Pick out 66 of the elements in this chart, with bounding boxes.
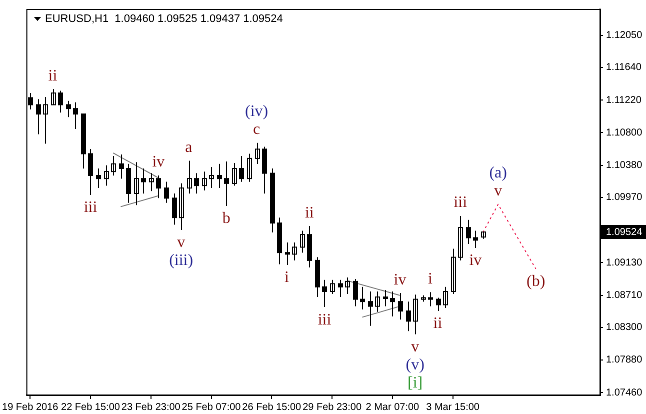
annotation: iii bbox=[454, 194, 468, 212]
candlestick bbox=[43, 96, 48, 144]
x-tick-label: 3 Mar 15:00 bbox=[426, 402, 480, 413]
candlestick bbox=[375, 290, 380, 312]
y-tick-label: 1.07880 bbox=[606, 354, 643, 366]
candlestick bbox=[458, 216, 463, 261]
annotation: c bbox=[253, 121, 260, 138]
annotation: (iv) bbox=[245, 103, 268, 120]
y-tick-label: 1.09970 bbox=[606, 192, 643, 204]
annotation: v bbox=[494, 182, 502, 200]
y-tick-label: 1.09130 bbox=[606, 257, 643, 268]
annotation: ii bbox=[304, 204, 314, 222]
y-tick-label: 1.12050 bbox=[606, 30, 643, 42]
x-tick-label: 2 Mar 07:00 bbox=[366, 402, 420, 413]
candlestick bbox=[443, 286, 448, 308]
candlestick bbox=[187, 160, 192, 194]
x-tick-label: 22 Feb 15:00 bbox=[61, 402, 120, 413]
candlestick bbox=[149, 172, 154, 192]
candlestick bbox=[209, 166, 214, 188]
candlestick bbox=[292, 242, 297, 261]
x-tick-label: 23 Feb 23:00 bbox=[121, 402, 181, 413]
x-tick-label: 26 Feb 15:00 bbox=[242, 402, 302, 413]
y-tick-label: 1.08710 bbox=[606, 290, 643, 302]
annotation: (iii) bbox=[169, 252, 194, 270]
candlestick bbox=[104, 164, 109, 186]
y-tick-label: 1.10380 bbox=[606, 160, 643, 172]
annotation: b bbox=[222, 210, 230, 228]
y-tick-label: 1.11640 bbox=[606, 62, 642, 74]
annotation: iii bbox=[84, 199, 98, 216]
x-tick-label: 29 Feb 23:00 bbox=[302, 402, 362, 413]
y-tick-label: 1.08300 bbox=[606, 322, 643, 334]
candlestick bbox=[247, 153, 252, 182]
annotation: iv bbox=[152, 154, 165, 171]
annotation: i bbox=[428, 270, 433, 288]
y-tick-label: 1.10800 bbox=[606, 127, 643, 138]
x-tick-label: 25 Feb 07:00 bbox=[182, 402, 242, 413]
annotation: ii bbox=[433, 315, 443, 332]
candlestick bbox=[413, 294, 418, 335]
x-tick-label: 19 Feb 2016 bbox=[2, 402, 59, 413]
annotation: v bbox=[177, 234, 186, 252]
candlestick bbox=[451, 248, 456, 294]
candlestick bbox=[232, 162, 237, 186]
y-tick-label: 1.07460 bbox=[606, 387, 643, 398]
candlestick bbox=[255, 142, 260, 164]
annotation: iv bbox=[469, 252, 482, 270]
annotation: ii bbox=[48, 67, 58, 84]
candlestick bbox=[345, 276, 350, 294]
annotation: (b) bbox=[526, 273, 546, 290]
annotation: [i] bbox=[408, 374, 423, 392]
annotation: a bbox=[185, 138, 192, 156]
candlestick bbox=[179, 182, 184, 231]
candlestick bbox=[300, 230, 305, 254]
annotation: v bbox=[411, 338, 420, 356]
candlestick bbox=[111, 156, 116, 176]
candlestick bbox=[51, 88, 56, 106]
annotation: (a) bbox=[489, 164, 507, 182]
annotation: (v) bbox=[406, 356, 424, 374]
candlestick bbox=[202, 171, 207, 191]
candlestick bbox=[134, 162, 139, 206]
annotation: i bbox=[284, 269, 290, 286]
candlestick bbox=[330, 279, 335, 294]
chart-title: EURUSD,H1 1.09460 1.09525 1.09437 1.09524 bbox=[45, 13, 283, 25]
y-tick-label: 1.09524 bbox=[606, 226, 643, 238]
annotation: iv bbox=[394, 271, 406, 288]
annotation: iii bbox=[318, 311, 332, 328]
y-tick-label: 1.11220 bbox=[606, 94, 642, 106]
